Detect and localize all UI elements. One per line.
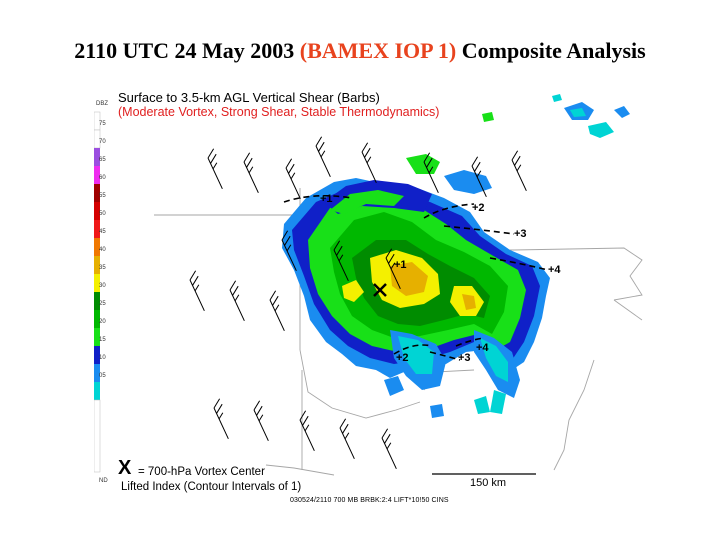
colorbar-tick: 05 [99,373,106,379]
li-contour-label: +3 [514,228,527,240]
colorbar-tick: 65 [99,157,106,163]
li-contour-label: +1 [320,193,333,205]
colorbar-tick: 20 [99,319,106,325]
title-part2: Composite Analysis [456,38,646,63]
radar-echoes [282,154,550,414]
color-scale-bar [94,111,101,473]
li-contour-label: +2 [396,352,409,364]
colorbar-unit: DBZ [96,101,108,107]
colorbar-tick: 50 [99,211,106,217]
colorbar-tick: 15 [99,337,106,343]
colorbar-tick: 35 [99,265,106,271]
li-contour-label: +3 [458,352,471,364]
figure-subtitle: Surface to 3.5-km AGL Vertical Shear (Ba… [118,90,380,105]
legend-vortex-center: = 700-hPa Vortex Center [138,466,265,478]
figure-footer: 030524/2110 700 MB BRBK:2:4 LIFT*10!50 C… [290,497,449,504]
scale-bar-label: 150 km [470,477,507,489]
li-contour-label: +4 [476,342,489,354]
lifted-index-contours [283,194,549,361]
colorbar-tick: 30 [99,283,106,289]
li-contour-label: +2 [472,202,485,214]
radar-composite-map: Surface to 3.5-km AGL Vertical Shear (Ba… [94,90,646,508]
colorbar-tick: 60 [99,175,106,181]
colorbar-tick: 70 [99,139,106,145]
li-contour-label: +1 [394,259,407,271]
map-graphic [94,94,643,476]
figure-subtitle-red: (Moderate Vortex, Strong Shear, Stable T… [118,105,440,119]
vortex-x-legend-symbol: X [118,457,132,479]
legend-lifted-index: Lifted Index (Contour Intervals of 1) [121,481,302,493]
li-contour-label: +4 [548,264,561,276]
slide-title: 2110 UTC 24 May 2003 (BAMEX IOP 1) Compo… [0,38,720,64]
colorbar-tick: 55 [99,193,106,199]
colorbar-tick: 25 [99,301,106,307]
colorbar-tick: ND [99,478,108,484]
colorbar-tick: 10 [99,355,106,361]
vortex-center-mark [373,283,387,297]
colorbar-tick: 40 [99,247,106,253]
title-highlight: (BAMEX IOP 1) [299,38,457,63]
colorbar-tick: 45 [99,229,106,235]
colorbar-tick: 75 [99,121,106,127]
title-part1: 2110 UTC 24 May 2003 [74,38,300,63]
scattered-echoes [384,94,630,418]
